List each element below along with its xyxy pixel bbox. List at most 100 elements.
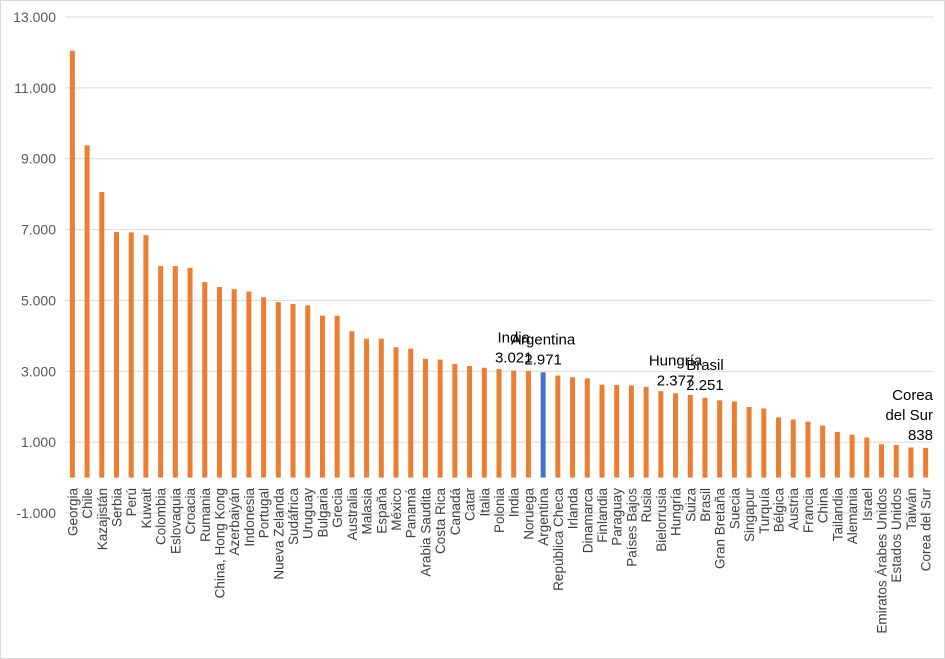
data-label: Argentina bbox=[511, 331, 576, 348]
bar-kuwait bbox=[143, 235, 149, 478]
bar-finlandia bbox=[599, 384, 605, 478]
bar-paraguay bbox=[614, 385, 620, 478]
data-label: 2.251 bbox=[686, 377, 724, 394]
data-label: del Sur bbox=[885, 407, 933, 424]
bar-rusia bbox=[643, 386, 649, 478]
bar-polonia bbox=[496, 369, 502, 478]
bar-arabia-saudita bbox=[422, 358, 428, 478]
x-tick-label: Colombia bbox=[154, 488, 169, 546]
bar-eslovaquia bbox=[172, 266, 178, 478]
x-tick-label: Georgia bbox=[65, 488, 80, 537]
data-label: Brasil bbox=[686, 357, 724, 374]
x-tick-label: México bbox=[389, 488, 404, 531]
x-tick-label: Kuwait bbox=[139, 488, 154, 529]
data-label: 2.971 bbox=[524, 351, 562, 368]
bar-colombia bbox=[158, 266, 164, 478]
x-tick-label: Polonia bbox=[492, 488, 507, 534]
bar-sudáfrica bbox=[290, 303, 296, 478]
bar-malasia bbox=[364, 338, 370, 478]
bar-grecia bbox=[334, 315, 340, 478]
x-tick-label: Brasil bbox=[698, 488, 713, 522]
y-tick-label: 3.000 bbox=[21, 363, 56, 379]
x-tick-label: Kazajistán bbox=[95, 488, 110, 550]
bar-dinamarca bbox=[584, 378, 590, 478]
x-tick-label: Gran Bretaña bbox=[713, 488, 728, 570]
bar-croacia bbox=[187, 267, 193, 478]
data-label: Corea bbox=[892, 387, 934, 404]
x-tick-label: Suecia bbox=[727, 488, 742, 530]
x-tick-label: Nueva Zelanda bbox=[271, 488, 286, 580]
x-tick-label: Croacia bbox=[183, 488, 198, 535]
bar-india bbox=[511, 370, 517, 478]
x-tick-label: Alemania bbox=[845, 488, 860, 545]
x-tick-label: Bielorrusia bbox=[654, 488, 669, 552]
bar-estados-unidos bbox=[893, 444, 899, 478]
x-tick-label: Chile bbox=[80, 488, 95, 519]
x-tick-label: Rusia bbox=[639, 488, 654, 523]
x-tick-label: Noruega bbox=[521, 488, 536, 540]
bar-turquía bbox=[761, 408, 767, 478]
y-tick-label: 7.000 bbox=[21, 222, 56, 238]
bar-méxico bbox=[393, 347, 399, 478]
x-tick-label: Bélgica bbox=[772, 488, 787, 533]
x-tick-label: Finlandia bbox=[595, 488, 610, 543]
x-tick-label: Irlanda bbox=[566, 488, 581, 530]
x-tick-label: Indonesia bbox=[242, 488, 257, 547]
bar-bulgaria bbox=[319, 315, 325, 478]
bar-alemania bbox=[849, 434, 855, 478]
bar-hungría bbox=[673, 393, 679, 478]
x-tick-label: Austria bbox=[786, 488, 801, 531]
bar-españa bbox=[378, 338, 384, 478]
bar-corea-del-sur bbox=[923, 447, 929, 478]
x-tick-label: Grecia bbox=[330, 488, 345, 528]
x-tick-label: Catar bbox=[463, 487, 478, 521]
bar-serbia bbox=[113, 232, 119, 478]
x-tick-label: Singapur bbox=[742, 488, 757, 543]
x-tick-label: Arabia Saudita bbox=[418, 488, 433, 577]
bar-gran-bretaña bbox=[717, 400, 723, 478]
bar-suecia bbox=[731, 401, 737, 478]
x-tick-label: China, Hong Kong bbox=[212, 488, 227, 598]
x-tick-label: Bulgaria bbox=[315, 488, 330, 538]
bar-italia bbox=[481, 367, 487, 478]
x-tick-label: Portugal bbox=[257, 488, 272, 538]
x-tick-label: India bbox=[507, 488, 522, 518]
x-tick-label: Corea del Sur bbox=[919, 487, 934, 571]
x-tick-label: Eslovaquia bbox=[168, 488, 183, 555]
y-tick-label: 11.000 bbox=[14, 80, 56, 96]
data-label: Hungría bbox=[649, 352, 703, 369]
x-tick-label: Tailandia bbox=[830, 488, 845, 542]
x-tick-label: Emiratos Árabes Unidos bbox=[875, 488, 890, 634]
data-label: 838 bbox=[908, 427, 933, 444]
x-tick-label: Serbia bbox=[109, 488, 124, 528]
y-tick-label: 13.000 bbox=[13, 9, 56, 25]
x-tick-label: República Checa bbox=[551, 488, 566, 591]
bar-israel bbox=[864, 437, 870, 478]
bar-países-bajos bbox=[628, 385, 634, 478]
y-tick-label: 5.000 bbox=[21, 292, 56, 308]
data-label: India bbox=[497, 330, 530, 347]
bar-georgia bbox=[69, 50, 75, 478]
x-tick-label: Países Bajos bbox=[624, 488, 639, 567]
y-tick-label: 1.000 bbox=[21, 434, 56, 450]
x-tick-label: Suiza bbox=[683, 488, 698, 522]
bar-chile bbox=[84, 145, 90, 478]
bar-portugal bbox=[261, 297, 267, 478]
bar-bielorrusia bbox=[658, 391, 664, 478]
bar-china-hong-kong bbox=[216, 286, 222, 478]
bar-noruega bbox=[525, 370, 531, 478]
bar-australia bbox=[349, 331, 355, 478]
data-label: 3.021 bbox=[495, 350, 533, 367]
bar-francia bbox=[805, 421, 811, 478]
bar-suiza bbox=[687, 395, 693, 478]
x-tick-label: Panamá bbox=[404, 488, 419, 539]
x-tick-label: Costa Rica bbox=[433, 488, 448, 555]
x-tick-label: Francia bbox=[801, 488, 816, 534]
x-tick-label: Hungría bbox=[669, 488, 684, 537]
x-tick-label: Dinamarca bbox=[580, 488, 595, 554]
bar-perú bbox=[128, 232, 134, 478]
x-tick-label: Israel bbox=[860, 488, 875, 521]
bar-república-checa bbox=[555, 375, 561, 478]
x-tick-label: Estados Unidos bbox=[889, 488, 904, 583]
bar-costa-rica bbox=[437, 359, 443, 478]
